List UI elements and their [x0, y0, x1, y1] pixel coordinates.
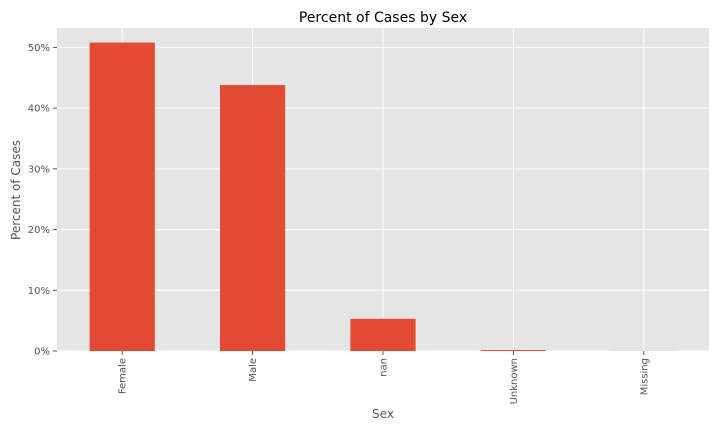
bar-unknown [480, 350, 546, 351]
y-tick-label: 40% [28, 104, 50, 115]
y-axis-ticks: 0% 10% 20% 30% 40% 50% [28, 43, 57, 358]
y-tick-label: 50% [28, 43, 50, 54]
bars [89, 42, 677, 352]
x-tick-label: Missing [639, 358, 650, 395]
y-tick-label: 0% [34, 347, 50, 358]
x-tick-label: Female [118, 358, 129, 394]
bar-male [220, 85, 286, 352]
y-tick-label: 30% [28, 164, 50, 175]
x-axis-ticks: Female Male nan Unknown Missing [118, 351, 650, 404]
x-axis-label: Sex [372, 407, 394, 421]
bar-female [89, 42, 155, 351]
y-tick-label: 10% [28, 286, 50, 297]
x-tick-label: Male [248, 358, 259, 382]
x-tick-label: Unknown [509, 358, 520, 404]
y-axis-label: Percent of Cases [9, 140, 23, 240]
chart-title: Percent of Cases by Sex [299, 10, 467, 26]
x-tick-label: nan [379, 358, 390, 377]
y-tick-label: 20% [28, 225, 50, 236]
bar-nan [350, 318, 416, 351]
